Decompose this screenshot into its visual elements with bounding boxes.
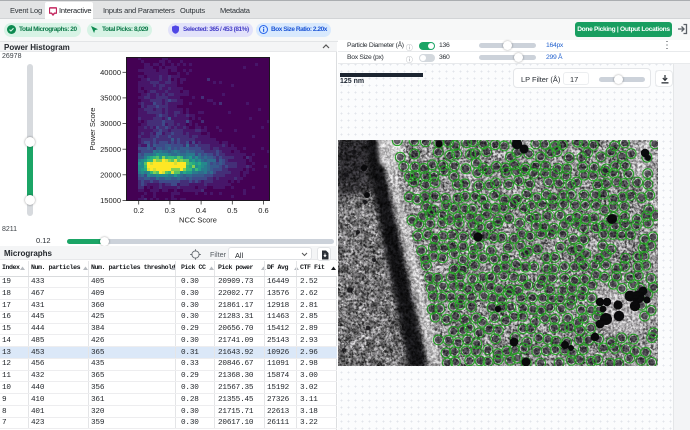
svg-text:15000: 15000	[100, 196, 121, 205]
svg-text:40000: 40000	[100, 68, 121, 77]
svg-text:NCC Score: NCC Score	[179, 216, 217, 225]
svg-text:20000: 20000	[100, 170, 121, 179]
svg-text:0.6: 0.6	[258, 206, 268, 215]
svg-text:25000: 25000	[100, 145, 121, 154]
svg-text:30000: 30000	[100, 119, 121, 128]
svg-text:0.3: 0.3	[165, 206, 175, 215]
svg-text:35000: 35000	[100, 94, 121, 103]
svg-text:0.2: 0.2	[133, 206, 143, 215]
svg-text:0.5: 0.5	[227, 206, 237, 215]
svg-text:Power Score: Power Score	[88, 108, 97, 151]
svg-text:0.4: 0.4	[196, 206, 206, 215]
